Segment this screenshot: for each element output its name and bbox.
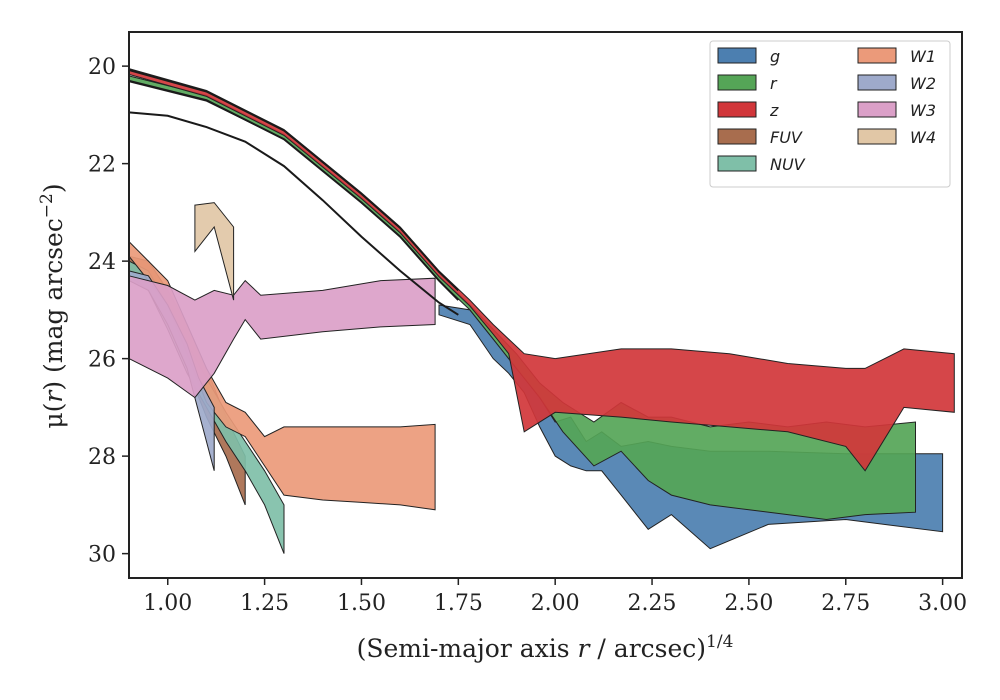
x-axis: 1.00 1.25 1.50 1.75 2.00 2.25 2.50 2.75 3.00 <box>143 578 967 616</box>
y-tick-label: 28 <box>88 445 116 470</box>
x-tick-label: 2.25 <box>628 591 677 616</box>
legend-swatch-w3 <box>857 101 897 118</box>
legend-label-w4: W4 <box>910 128 936 147</box>
y-axis: 20 22 24 26 28 30 <box>88 55 129 568</box>
y-tick-label: 26 <box>88 348 116 373</box>
legend-swatch-g <box>717 47 757 64</box>
x-tick-label: 1.25 <box>240 591 289 616</box>
x-tick-label: 2.00 <box>531 591 580 616</box>
legend-swatch-w4 <box>857 128 897 145</box>
x-tick-label: 2.50 <box>724 591 773 616</box>
x-tick-label: 1.00 <box>143 591 192 616</box>
line-layer <box>128 69 460 316</box>
x-axis-label: (Semi-major axis r / arcsec)1/4 <box>357 632 734 663</box>
legend-swatch-fuv <box>717 128 757 145</box>
profile-line-2 <box>128 79 460 301</box>
legend-swatch-z <box>717 101 757 118</box>
legend-label-w1: W1 <box>910 47 936 66</box>
band-z <box>128 67 955 472</box>
legend: grz FUV NUV W1 W2 W3 W4 <box>709 40 951 188</box>
y-tick-label: 30 <box>88 543 116 568</box>
profile-line-1 <box>128 111 459 316</box>
legend-label-w2: W2 <box>910 74 936 93</box>
x-tick-label: 3.00 <box>918 591 967 616</box>
legend-swatch-r <box>717 74 757 91</box>
legend-swatch-w1 <box>857 47 897 64</box>
plot-frame <box>128 31 963 579</box>
x-tick-label: 2.75 <box>821 591 870 616</box>
legend-label-g: g <box>770 47 780 66</box>
profile-line-3 <box>128 69 459 292</box>
x-tick-label: 1.75 <box>434 591 483 616</box>
y-axis-label: μ(r) (mag arcsec−2) <box>37 183 68 428</box>
legend-swatch-w2 <box>857 74 897 91</box>
band-w4 <box>194 202 235 301</box>
legend-label-fuv: FUV <box>770 128 803 147</box>
legend-label-w3: W3 <box>910 101 936 120</box>
y-tick-label: 24 <box>88 250 116 275</box>
x-tick-label: 1.50 <box>337 591 386 616</box>
legend-label-r: r <box>770 74 778 93</box>
band-w3 <box>128 275 436 399</box>
band-layer <box>128 67 955 554</box>
legend-label-nuv: NUV <box>770 155 806 174</box>
y-tick-label: 22 <box>88 153 116 178</box>
legend-swatch-nuv <box>717 155 757 172</box>
y-tick-label: 20 <box>88 55 116 80</box>
legend-label-z: z <box>769 101 779 120</box>
